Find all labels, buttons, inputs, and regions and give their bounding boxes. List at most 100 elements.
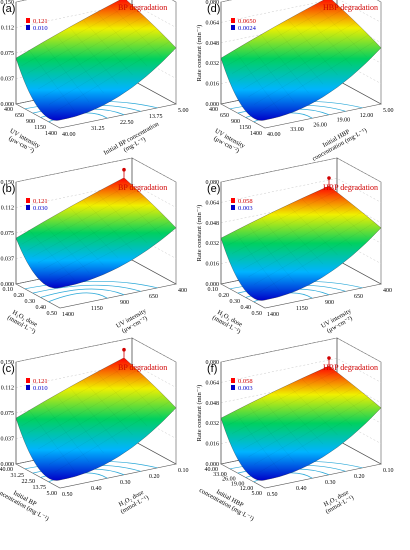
surface-mesh-line (37, 202, 151, 263)
z-gridline (220, 0, 382, 3)
legend-min-swatch (26, 385, 30, 390)
x-axis-label: UV intensity(μw·cm⁻²) (115, 307, 152, 336)
x-tick-label: 0.30 (325, 480, 336, 486)
x-tick-label: 1400 (267, 312, 279, 318)
surface-mesh-line (234, 231, 280, 292)
z-tick-label: 0.080 (206, 180, 220, 186)
z-tick-label: 0.112 (1, 206, 14, 212)
z-tick-label: 0.064 (206, 200, 220, 206)
legend-max-value: 0.058 (238, 198, 253, 205)
surface-mesh-line (261, 35, 309, 94)
x-tick-label: 0.10 (383, 468, 394, 474)
panel-c: (c) BP degradation 0.000 0.037 0.075 0.112 0.1… (0, 337, 189, 523)
surface-mesh-line (261, 398, 309, 454)
surface-mesh-line (83, 380, 133, 436)
surface-mesh-line (83, 20, 133, 76)
surface-mesh-line (96, 192, 148, 243)
legend-max-swatch (231, 18, 235, 23)
y-tick-label: 19.00 (231, 481, 245, 487)
surface-mesh-line (110, 185, 162, 236)
surface-mesh-line (259, 222, 375, 293)
x-tick-label: 0.40 (91, 486, 102, 492)
x-tick-label: 0.30 (120, 480, 131, 486)
surface-mesh-line (26, 190, 138, 251)
surface-mesh-line (43, 28, 157, 97)
z-tick-label: 0.032 (206, 241, 220, 247)
y-tick-label: 13.75 (33, 485, 47, 491)
surface-mesh-line (21, 183, 131, 245)
surface-mesh-line (56, 395, 104, 454)
y-tick-label: 400 (209, 107, 218, 113)
x-tick-label: 33.00 (290, 127, 304, 133)
x-tick-label: 0.20 (354, 474, 365, 480)
x-tick-label: 40.00 (267, 132, 281, 138)
z-tick-label: 0.000 (206, 102, 220, 108)
legend-max-value: 0.0650 (238, 18, 256, 25)
surface-mesh-line (29, 50, 75, 112)
surface-mesh-line (315, 372, 367, 418)
chart-title: BP degradation (118, 363, 167, 372)
chart-title: BP degradation (118, 183, 167, 192)
surface-mesh-line (226, 191, 336, 246)
z-gridline (220, 337, 382, 363)
surface-mesh-line (234, 411, 280, 472)
y-tick-label: 31.25 (11, 473, 25, 479)
x-tick-label: 31.25 (91, 126, 105, 132)
y-tick-label: 33.00 (213, 472, 227, 478)
y-tick-label: 650 (220, 113, 229, 119)
x-tick-label: 5.00 (383, 108, 394, 114)
surface-mesh-line (26, 10, 138, 74)
z-tick-label: 0.150 (1, 0, 15, 6)
z-tick-label: 0.000 (1, 282, 15, 288)
floor-contour (40, 288, 125, 298)
surface-mesh-line (247, 42, 295, 103)
legend-max-swatch (231, 198, 235, 203)
surface-mesh-line (32, 196, 144, 257)
y-tick-label: 40.00 (205, 467, 219, 473)
panel-a: (a) BP degradation 0.000 0.037 0.075 0.112 0.1… (1, 0, 189, 157)
z-tick-label: 0.075 (1, 231, 15, 237)
chart-title: HBP degradation (323, 363, 378, 372)
surface-mesh-line (237, 381, 349, 442)
legend-max-value: 0.121 (33, 378, 48, 385)
x-tick-label: 0.20 (149, 474, 160, 480)
chart-title: HBP degradation (323, 3, 378, 12)
surface-mesh-line (253, 35, 369, 105)
surface-mesh-line (96, 372, 148, 427)
z-tick-label: 0.000 (206, 282, 220, 288)
z-tick-label: 0.075 (1, 411, 15, 417)
response-surface (220, 365, 382, 481)
z-tick-label: 0.075 (1, 51, 15, 57)
x-tick-label: 0.50 (267, 492, 278, 498)
surface-mesh-line (248, 28, 362, 97)
y-tick-label: 1150 (34, 125, 46, 131)
surface-mesh-line (83, 200, 133, 251)
surface-mesh-line (56, 35, 104, 94)
surface-mesh-line (274, 211, 324, 265)
surface-mesh-line (69, 27, 119, 85)
surface-mesh-line (96, 12, 148, 67)
surface-mesh-line (26, 370, 138, 434)
y-tick-label: 900 (26, 119, 35, 125)
legend-min-swatch (26, 205, 30, 210)
panel-e: (e) HBP degradation 0.000 0.016 0.032 0.048 0.… (196, 157, 392, 335)
x-tick-label: 0.10 (178, 468, 189, 474)
surface-mesh-line (253, 397, 369, 465)
surface-mesh-line (242, 206, 356, 270)
y-tick-label: 0.30 (230, 299, 241, 305)
surface-mesh-line (315, 4, 367, 58)
surface-mesh-line (54, 41, 170, 113)
surface-mesh-line (301, 12, 353, 67)
surface-mesh-line (48, 215, 164, 276)
surface-mesh-line (69, 387, 119, 445)
z-tick-label: 0.000 (1, 462, 15, 468)
surface-mesh-line (234, 50, 280, 112)
y-tick-label: 5.00 (252, 491, 263, 497)
surface-mesh-line (48, 395, 164, 465)
panel-letter: (b) (2, 183, 15, 195)
x-tick-label: 900 (325, 300, 334, 306)
panel-letter: (f) (207, 363, 217, 375)
y-axis-label-line: concentration (mg·L⁻¹) (0, 487, 50, 523)
surface-mesh-line (231, 196, 343, 254)
